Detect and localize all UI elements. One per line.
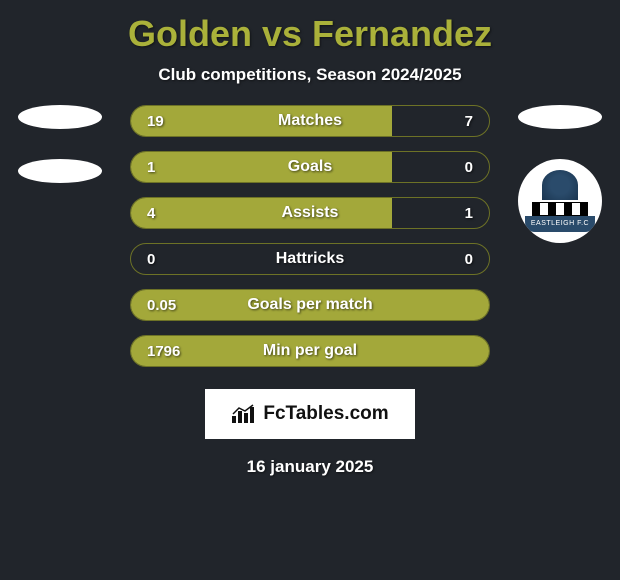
- club-crest-icon: EASTLEIGH F.C: [518, 159, 602, 243]
- ellipse-icon: [18, 105, 102, 129]
- brand-text: FcTables.com: [263, 403, 388, 425]
- stat-bar: 197Matches: [130, 105, 490, 137]
- stat-bar: 10Goals: [130, 151, 490, 183]
- chart-icon: [231, 404, 257, 424]
- team-badge-left: [18, 105, 102, 213]
- stat-bars-container: 197Matches 10Goals 41Assists 0 0Hattricks 0.0…: [130, 105, 490, 367]
- footer-date: 16 january 2025: [247, 457, 374, 477]
- stat-value-left: 0: [147, 244, 155, 274]
- stats-area: EASTLEIGH F.C 197Matches 10Goals 41Assists…: [0, 105, 620, 381]
- team-badge-right: EASTLEIGH F.C: [518, 105, 602, 243]
- ellipse-icon: [518, 105, 602, 129]
- page-subtitle: Club competitions, Season 2024/2025: [158, 65, 461, 85]
- ellipse-icon: [18, 159, 102, 183]
- stat-label: Hattricks: [131, 244, 489, 274]
- stat-value-right: 0: [465, 244, 473, 274]
- stat-bar: 0 0Hattricks: [130, 243, 490, 275]
- stat-bar: 0.05Goals per match: [130, 289, 490, 321]
- stat-bar: 41Assists: [130, 197, 490, 229]
- brand-badge: FcTables.com: [205, 389, 415, 439]
- stat-bar: 1796Min per goal: [130, 335, 490, 367]
- page-title: Golden vs Fernandez: [128, 13, 492, 55]
- crest-label: EASTLEIGH F.C: [525, 216, 595, 232]
